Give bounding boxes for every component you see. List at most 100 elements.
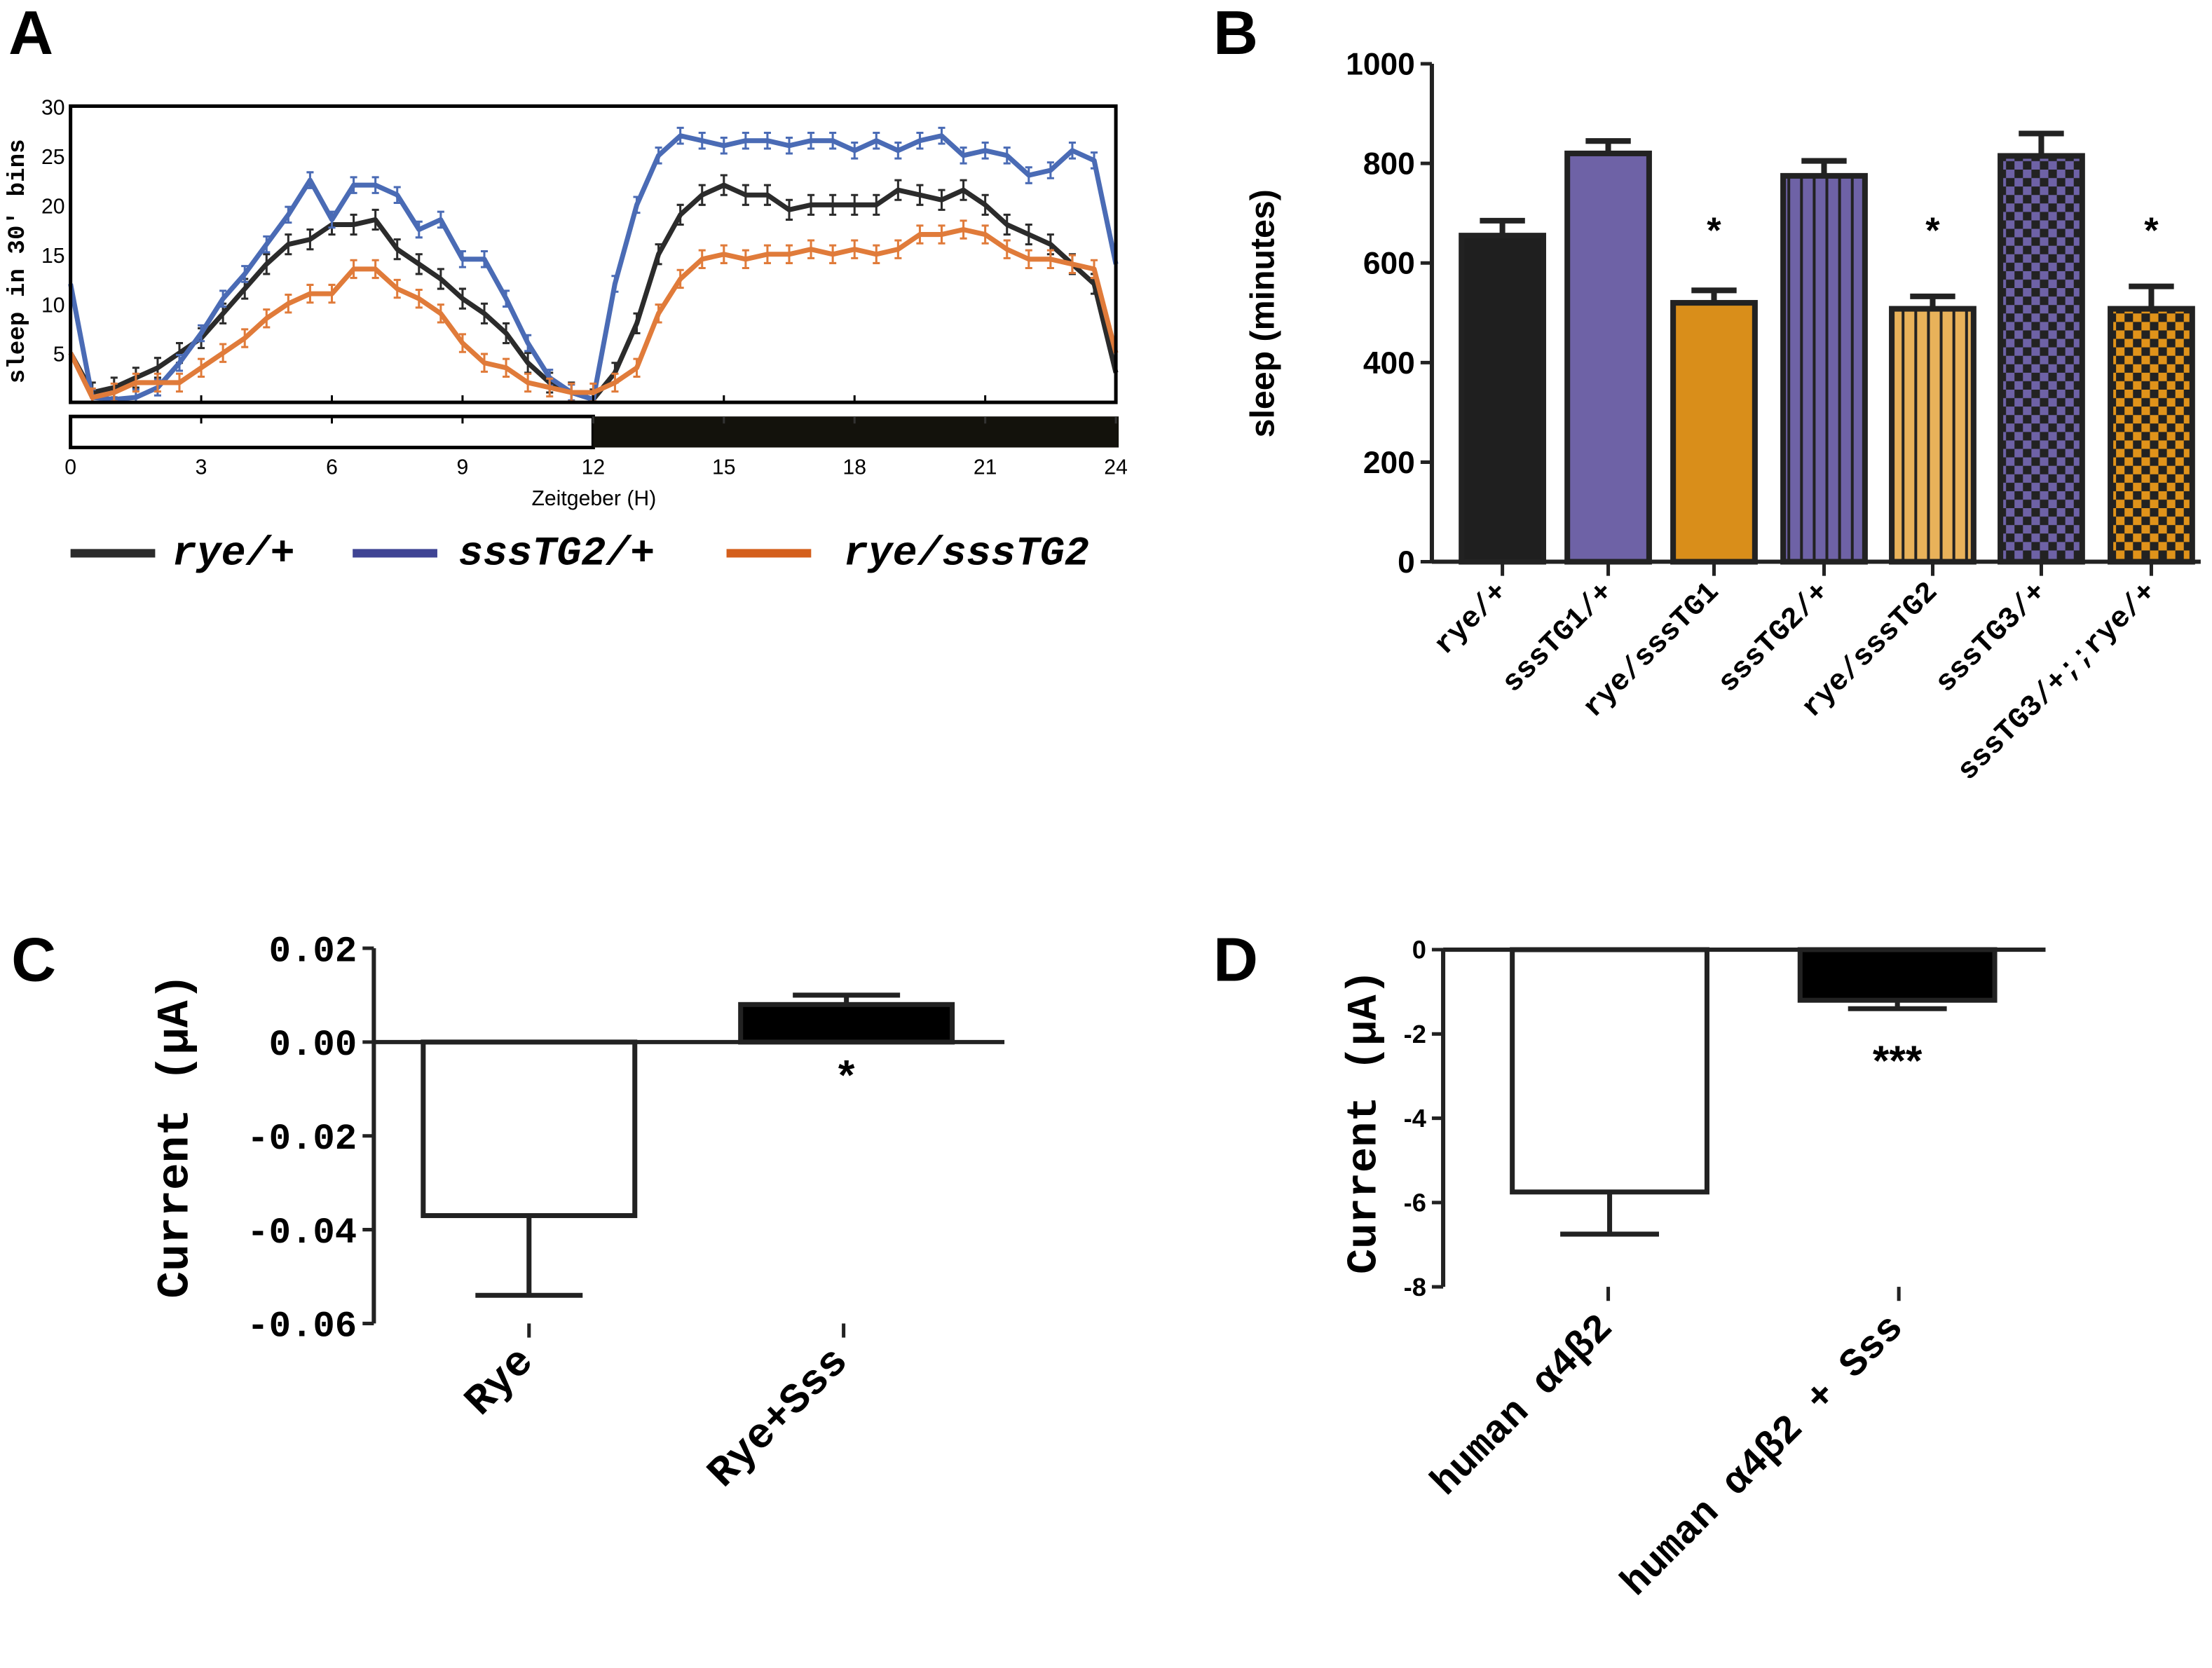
significance-marker: * [1925, 211, 1940, 252]
error-bar [480, 250, 489, 268]
error-bar [611, 372, 619, 393]
error-bar [1068, 142, 1076, 160]
x-tick-label: rye/+ [1428, 575, 1515, 662]
error-bar [633, 196, 641, 214]
dark-phase-bar [593, 416, 1119, 448]
error-bar [938, 126, 945, 145]
error-bar [938, 189, 945, 211]
y-tick-label: 600 [1363, 247, 1415, 281]
bar [1998, 153, 2085, 565]
series-1 [68, 126, 1119, 404]
error-bar [894, 239, 902, 259]
error-bar [742, 131, 749, 150]
error-bar [458, 287, 466, 310]
error-bar [633, 357, 641, 378]
y-axis-label: sleep in 30′ bins [5, 139, 32, 383]
bar [1510, 947, 1709, 1195]
error-bar [981, 142, 989, 160]
error-bar [306, 171, 314, 189]
error-bar [655, 303, 662, 324]
error-bar [873, 193, 880, 216]
bar [1459, 233, 1546, 565]
x-tick-label: 3 [196, 456, 207, 479]
x-tick-label: 15 [712, 456, 736, 479]
panel-label-d: D [1213, 924, 1258, 994]
error-bar [829, 193, 837, 216]
y-tick-label: 1000 [1346, 48, 1414, 82]
error-bar [285, 233, 292, 256]
legend-label: rye/+ [172, 531, 295, 577]
error-bar [829, 131, 837, 150]
error-bar [1560, 1191, 1660, 1237]
error-bar [676, 203, 684, 226]
panel-d-chart: 0 -2 -4 -6 -8 Current (μA) human α4β2 *** human … [1341, 936, 2046, 1606]
error-bar [763, 131, 771, 150]
bar [421, 1039, 638, 1219]
error-bar [285, 294, 292, 314]
error-bar [198, 324, 205, 343]
error-bar [851, 239, 859, 259]
x-tick-label: human α4β2 + Sss [1613, 1306, 1913, 1606]
error-bar [785, 136, 793, 155]
y-tick-label: 5 [53, 343, 65, 367]
x-tick-label: Rye+Sss [699, 1339, 859, 1498]
y-axis-label: sleep (minutes) [1244, 189, 1282, 437]
error-bar [785, 198, 793, 221]
error-bar [938, 224, 945, 245]
error-bar [371, 176, 379, 194]
error-bar [785, 244, 793, 264]
error-bar [873, 244, 880, 264]
error-bar [198, 357, 205, 378]
error-bar [655, 146, 662, 165]
error-bar [894, 142, 902, 160]
y-tick-label: 800 [1363, 147, 1415, 182]
y-axis-label: Current (μA) [1341, 969, 1388, 1274]
error-bar [306, 283, 314, 304]
x-tick-label: 0 [64, 456, 76, 479]
error-bar [720, 244, 728, 264]
y-tick-label: 400 [1363, 346, 1415, 381]
error-bar [458, 333, 466, 353]
error-bar [241, 328, 249, 348]
error-bar [503, 357, 510, 378]
y-tick-label: 0.02 [269, 930, 357, 972]
error-bar [132, 372, 139, 393]
error-bar [676, 126, 684, 145]
error-bar [153, 372, 161, 393]
panel-c-chart: 0.02 0.00 -0.02 -0.04 -0.06 Current (μA) Rye * R… [151, 930, 1005, 1498]
x-axis-label: Zeitgeber (H) [531, 487, 656, 510]
error-bar [720, 174, 728, 196]
x-tick-label: sssTG3/+;;rye/+ [1951, 575, 2164, 788]
error-bar [1025, 249, 1032, 269]
series-line [68, 227, 1119, 400]
error-bar [1046, 249, 1054, 269]
bar [1670, 300, 1758, 565]
error-bar [371, 208, 379, 231]
error-bar [480, 353, 489, 373]
error-bar [633, 312, 641, 334]
error-bar [437, 268, 444, 290]
series-line [68, 133, 1119, 402]
significance-marker: *** [1873, 1037, 1923, 1084]
bar [1780, 172, 1868, 565]
significance-marker: * [838, 1051, 855, 1098]
error-bar [611, 275, 619, 293]
error-bar [263, 253, 271, 275]
error-bar [916, 184, 924, 206]
legend-label: rye/sssTG2 [844, 531, 1089, 577]
error-bar [458, 250, 466, 268]
x-tick-label: 6 [326, 456, 338, 479]
panel-label-b: B [1213, 0, 1258, 67]
error-bar [698, 249, 706, 269]
y-axis-label: Current (μA) [151, 973, 202, 1299]
error-bar [503, 289, 510, 308]
error-bar [807, 131, 815, 150]
y-tick-label: 0 [1398, 545, 1415, 580]
error-bar [328, 283, 336, 304]
error-bar [393, 238, 401, 261]
error-bar [720, 136, 728, 155]
panel-label-a: A [8, 0, 53, 67]
x-tick-label: 24 [1104, 456, 1128, 479]
error-bar [960, 219, 967, 240]
error-bar [371, 259, 379, 280]
